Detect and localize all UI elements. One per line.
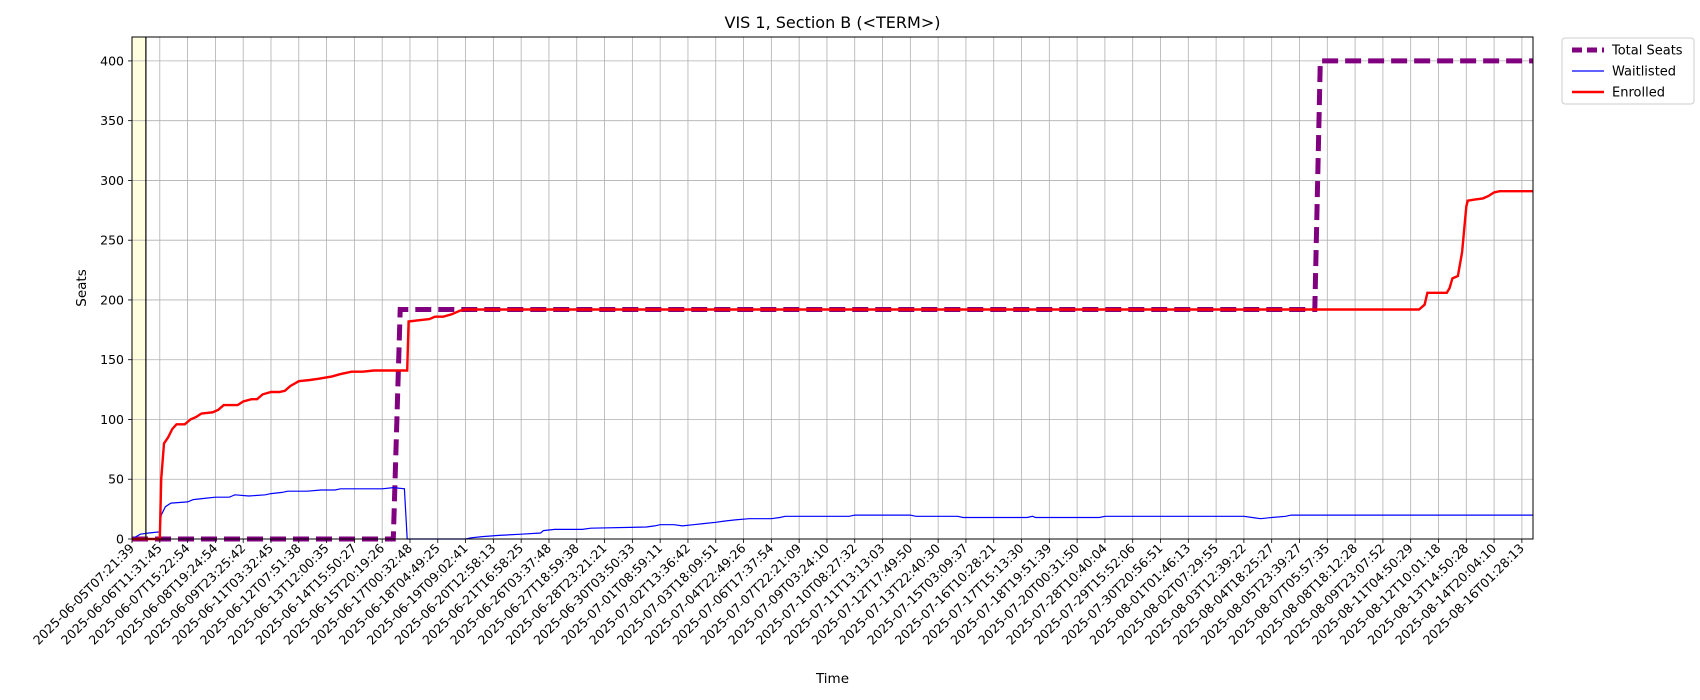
series-line-enrolled [132, 190, 1533, 541]
x-axis-title: Time [815, 671, 849, 687]
y-tick-label: 400 [100, 53, 124, 68]
y-axis-ticks: 0 50 100 150 200 250 300 350 400 [100, 53, 132, 547]
chart-title: VIS 1, Section B (<TERM>) [725, 13, 941, 32]
legend: Total Seats Waitlisted Enrolled [1561, 37, 1695, 105]
y-axis-title: Seats [74, 269, 90, 306]
y-tick-label: 0 [116, 532, 124, 547]
legend-label: Waitlisted [1612, 65, 1676, 80]
y-tick-label: 50 [108, 472, 124, 487]
y-tick-label: 100 [100, 412, 124, 427]
series-line-waitlisted [131, 486, 1533, 540]
highlight-span [132, 37, 146, 539]
y-tick-label: 250 [100, 233, 124, 248]
plot-area [131, 36, 1534, 542]
legend-label: Total Seats [1611, 44, 1683, 59]
plot-frame [131, 36, 1534, 540]
y-tick-label: 300 [100, 173, 124, 188]
legend-label: Enrolled [1612, 86, 1665, 101]
legend-box [1561, 37, 1695, 105]
y-tick-label: 350 [100, 113, 124, 128]
y-tick-label: 150 [100, 352, 124, 367]
y-tick-label: 200 [100, 292, 124, 307]
